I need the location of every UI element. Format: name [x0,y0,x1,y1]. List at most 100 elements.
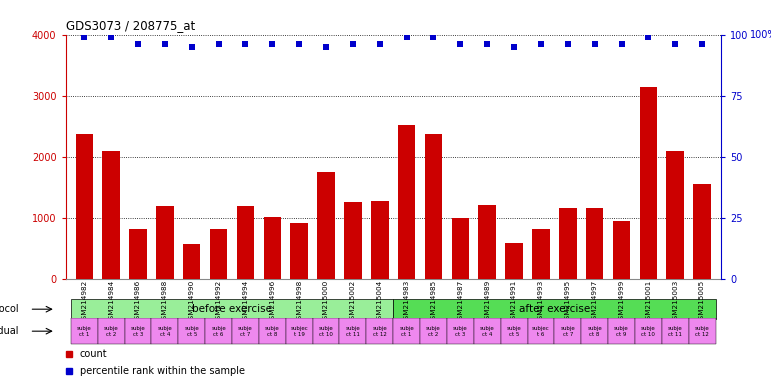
Text: GSM214995: GSM214995 [565,280,571,324]
Text: 100%: 100% [750,30,771,40]
Text: GSM214994: GSM214994 [243,280,248,324]
Bar [640,87,657,280]
Text: subjec
t 19: subjec t 19 [291,326,308,337]
Bar [474,318,500,344]
Text: subje
ct 8: subje ct 8 [588,326,602,337]
Text: subje
ct 5: subje ct 5 [184,326,199,337]
Text: after exercise: after exercise [519,304,590,314]
Text: subje
ct 1: subje ct 1 [77,326,92,337]
Bar [532,229,550,280]
Text: GSM215001: GSM215001 [645,280,651,324]
Text: subjec
t 6: subjec t 6 [532,326,550,337]
Bar [371,201,389,280]
Bar [318,172,335,280]
Text: GSM214983: GSM214983 [404,280,409,324]
Text: subje
ct 8: subje ct 8 [265,326,280,337]
Bar [479,205,496,280]
Bar [693,184,711,280]
Bar [291,223,308,280]
Bar [151,318,178,344]
Bar [554,318,581,344]
Bar [71,298,393,319]
Bar [613,221,630,280]
Bar [264,217,281,280]
Text: before exercise: before exercise [192,304,272,314]
Bar [662,318,689,344]
Bar [447,318,474,344]
Bar [393,298,715,319]
Text: GSM214985: GSM214985 [430,280,436,324]
Text: GSM214988: GSM214988 [162,280,168,324]
Bar [393,318,420,344]
Text: subje
ct 7: subje ct 7 [561,326,575,337]
Text: subje
ct 5: subje ct 5 [507,326,521,337]
Bar [505,243,523,280]
Text: percentile rank within the sample: percentile rank within the sample [80,366,245,376]
Text: GSM214982: GSM214982 [81,280,87,324]
Text: GSM215005: GSM215005 [699,280,705,324]
Bar [157,206,173,280]
Text: GSM214997: GSM214997 [591,280,598,324]
Text: GSM214990: GSM214990 [189,280,195,324]
Text: GSM214984: GSM214984 [108,280,114,324]
Text: GSM214993: GSM214993 [538,280,544,324]
Bar [183,244,200,280]
Text: GSM214989: GSM214989 [484,280,490,324]
Bar [71,318,98,344]
Text: subje
ct 12: subje ct 12 [695,326,709,337]
Bar [103,151,120,280]
Bar [125,318,151,344]
Bar [339,318,366,344]
Text: subje
ct 2: subje ct 2 [426,326,441,337]
Bar [689,318,715,344]
Text: count: count [80,349,108,359]
Bar [608,318,635,344]
Bar [286,318,312,344]
Bar [98,318,125,344]
Text: subje
ct 4: subje ct 4 [480,326,494,337]
Bar [237,206,254,280]
Text: subje
ct 6: subje ct 6 [211,326,226,337]
Text: subje
ct 7: subje ct 7 [238,326,253,337]
Bar [76,134,93,280]
Text: subje
ct 4: subje ct 4 [157,326,172,337]
Text: individual: individual [0,326,19,336]
Bar [232,318,259,344]
Text: GSM214991: GSM214991 [511,280,517,324]
Bar [586,209,604,280]
Bar [312,318,339,344]
Text: GSM214986: GSM214986 [135,280,141,324]
Bar [635,318,662,344]
Bar [210,229,227,280]
Text: subje
ct 12: subje ct 12 [372,326,387,337]
Bar [666,151,684,280]
Bar [398,125,416,280]
Bar [559,208,577,280]
Text: subje
ct 11: subje ct 11 [345,326,360,337]
Text: GSM214998: GSM214998 [296,280,302,324]
Text: GDS3073 / 208775_at: GDS3073 / 208775_at [66,19,195,32]
Text: GSM214987: GSM214987 [457,280,463,324]
Text: subje
ct 3: subje ct 3 [453,326,468,337]
Text: protocol: protocol [0,304,19,314]
Bar [420,318,447,344]
Bar [527,318,554,344]
Bar [500,318,527,344]
Bar [344,202,362,280]
Bar [581,318,608,344]
Text: subje
ct 3: subje ct 3 [130,326,146,337]
Text: subje
ct 10: subje ct 10 [641,326,656,337]
Text: subje
ct 9: subje ct 9 [614,326,629,337]
Text: GSM214999: GSM214999 [618,280,625,324]
Bar [130,229,146,280]
Bar [425,134,443,280]
Text: GSM214992: GSM214992 [216,280,221,324]
Bar [178,318,205,344]
Bar [366,318,393,344]
Bar [259,318,286,344]
Text: GSM215002: GSM215002 [350,280,356,324]
Bar [452,218,469,280]
Text: GSM214996: GSM214996 [269,280,275,324]
Text: GSM215004: GSM215004 [377,280,382,324]
Bar [205,318,232,344]
